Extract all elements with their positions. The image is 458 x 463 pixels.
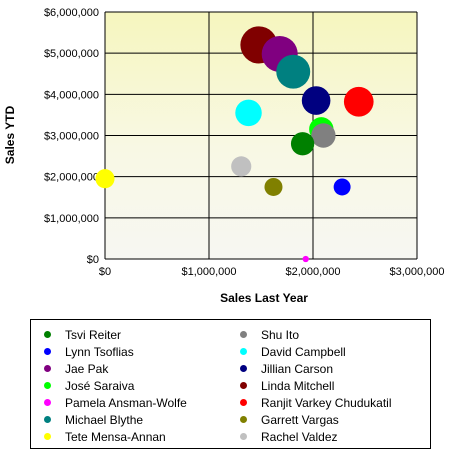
bubble-point xyxy=(231,156,252,177)
bubble-point xyxy=(311,123,336,148)
legend-label: José Saraiva xyxy=(65,378,135,393)
bubble-point xyxy=(301,86,331,115)
bubble-point xyxy=(276,54,311,89)
legend-marker xyxy=(240,399,247,406)
y-tick-label: $2,000,000 xyxy=(44,172,99,184)
legend-marker xyxy=(44,365,51,372)
legend-item: Michael Blythe xyxy=(44,411,143,428)
legend-item: José Saraiva xyxy=(44,377,134,394)
x-tick-label: $2,000,000 xyxy=(285,266,340,278)
legend-item: Jae Pak xyxy=(44,360,108,377)
x-axis-title: Sales Last Year xyxy=(220,291,308,305)
legend-item: David Campbell xyxy=(240,343,346,360)
legend: Tsvi Reiter Lynn Tsoflias Jae Pak José Sara… xyxy=(30,319,431,449)
legend-marker xyxy=(44,433,51,440)
y-tick-label: $1,000,000 xyxy=(44,213,99,225)
legend-item: Shu Ito xyxy=(240,326,299,343)
legend-marker xyxy=(240,331,247,338)
y-axis-title: Sales YTD xyxy=(3,105,17,164)
legend-marker xyxy=(44,382,51,389)
legend-marker xyxy=(240,348,247,355)
bubble-point xyxy=(302,255,309,263)
legend-marker xyxy=(240,365,247,372)
legend-marker xyxy=(240,416,247,423)
legend-label: Ranjit Varkey Chudukatil xyxy=(261,395,392,410)
y-tick-label: $5,000,000 xyxy=(44,48,99,60)
legend-item: Jillian Carson xyxy=(240,360,333,377)
legend-item: Ranjit Varkey Chudukatil xyxy=(240,394,392,411)
legend-item: Lynn Tsoflias xyxy=(44,343,134,360)
legend-label: Michael Blythe xyxy=(65,412,144,427)
y-tick-label: $0 xyxy=(87,254,99,266)
bubble-point xyxy=(95,169,115,189)
bubble-point xyxy=(290,132,315,156)
bubbles xyxy=(95,26,374,263)
legend-item: Rachel Valdez xyxy=(240,428,338,445)
bubble-point xyxy=(235,99,262,127)
legend-marker xyxy=(240,382,247,389)
legend-label: Pamela Ansman-Wolfe xyxy=(65,395,187,410)
legend-item: Linda Mitchell xyxy=(240,377,334,394)
bubble-point xyxy=(343,86,374,117)
legend-item: Tete Mensa-Annan xyxy=(44,428,166,445)
legend-label: Jae Pak xyxy=(65,361,109,376)
x-tick-label: $1,000,000 xyxy=(181,266,236,278)
x-tick-label: $3,000,000 xyxy=(389,266,444,278)
legend-item: Tsvi Reiter xyxy=(44,326,121,343)
legend-label: Jillian Carson xyxy=(261,361,334,376)
tick-labels: $0 $1,000,000 $2,000,000 $3,000,000 $0 $1,000… xyxy=(44,7,445,278)
legend-item: Garrett Vargas xyxy=(240,411,339,428)
legend-label: Tete Mensa-Annan xyxy=(65,429,166,444)
y-tick-label: $4,000,000 xyxy=(44,89,99,101)
legend-label: Lynn Tsoflias xyxy=(65,344,134,359)
legend-label: Shu Ito xyxy=(261,327,300,342)
y-tick-label: $6,000,000 xyxy=(44,7,99,19)
legend-label: Linda Mitchell xyxy=(261,378,335,393)
bubble-point xyxy=(333,178,351,196)
legend-label: Rachel Valdez xyxy=(261,429,338,444)
legend-item: Pamela Ansman-Wolfe xyxy=(44,394,187,411)
legend-marker xyxy=(44,331,51,338)
legend-marker xyxy=(240,433,247,440)
legend-label: Garrett Vargas xyxy=(261,412,339,427)
x-tick-label: $0 xyxy=(99,266,111,278)
y-tick-label: $3,000,000 xyxy=(44,131,99,143)
legend-label: Tsvi Reiter xyxy=(65,327,122,342)
legend-marker xyxy=(44,348,51,355)
legend-marker xyxy=(44,399,51,406)
legend-marker xyxy=(44,416,51,423)
bubble-point xyxy=(264,177,283,196)
legend-label: David Campbell xyxy=(261,344,346,359)
